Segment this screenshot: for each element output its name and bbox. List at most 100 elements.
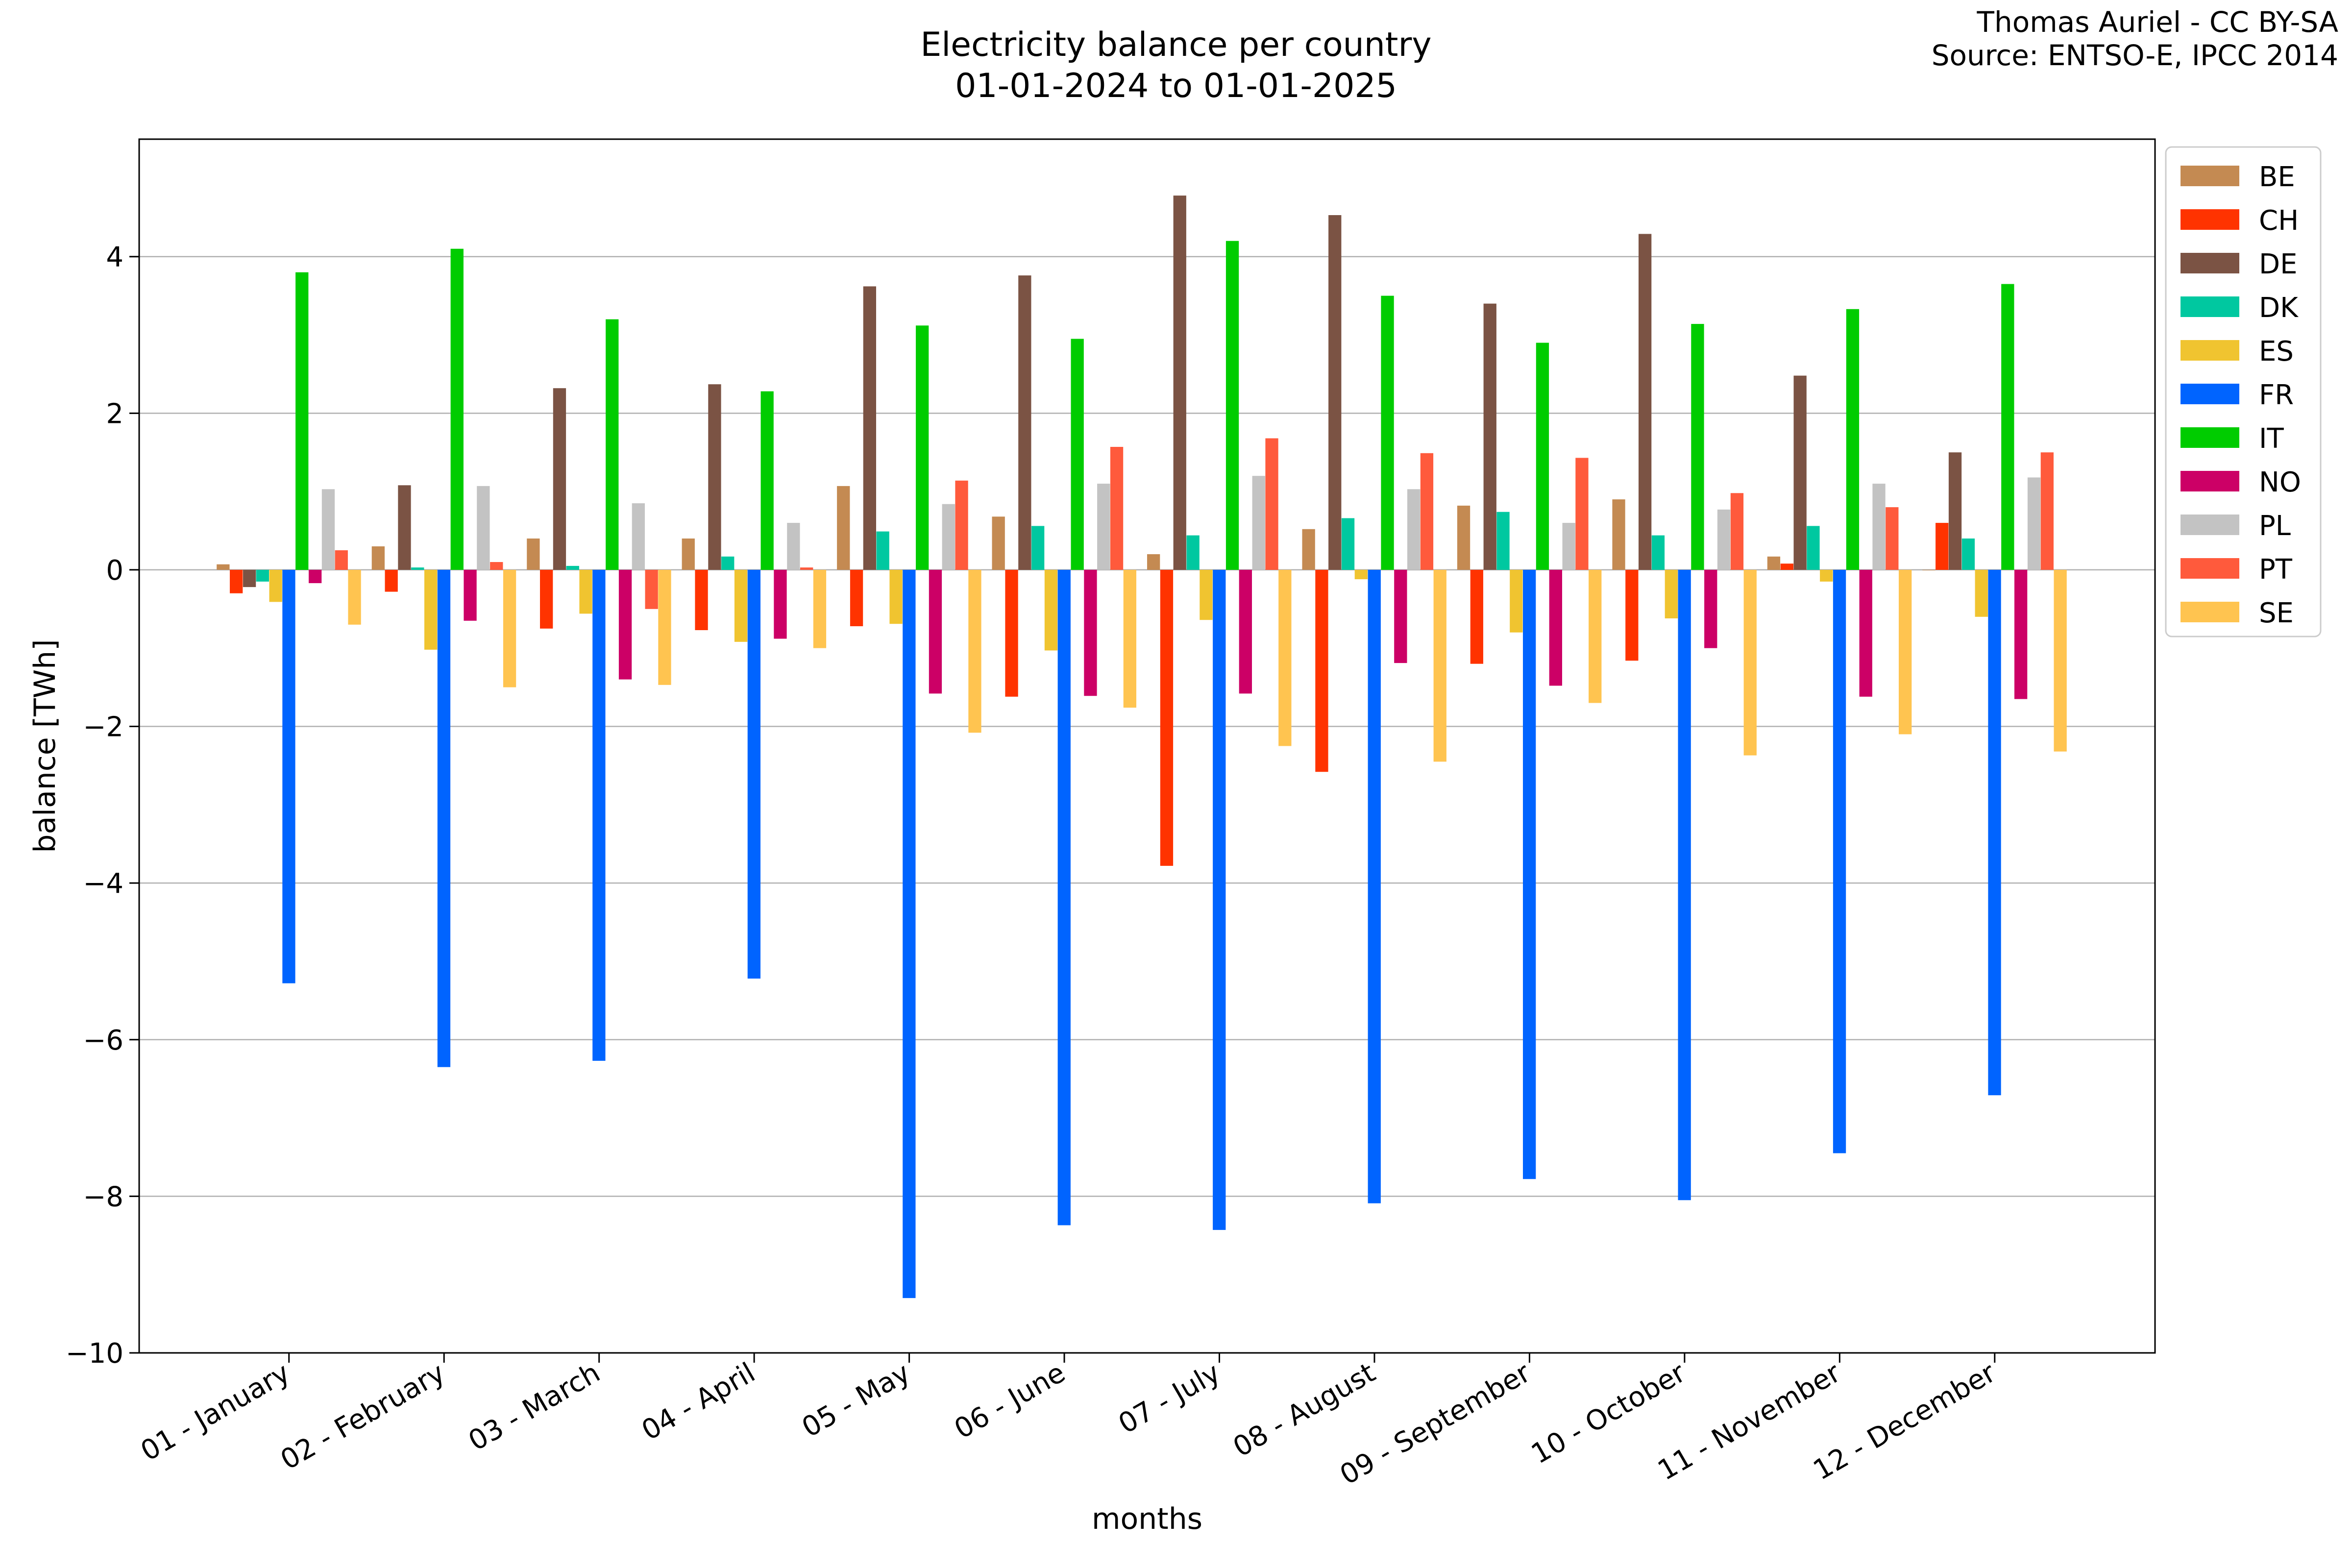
legend-label-se: SE: [2259, 597, 2294, 629]
bar-fr-5: [903, 569, 916, 1298]
bar-it-1: [295, 272, 309, 570]
bar-ch-11: [1780, 564, 1793, 570]
bar-de-7: [1173, 196, 1186, 570]
bar-fr-7: [1213, 569, 1226, 1230]
bar-no-8: [1394, 569, 1407, 663]
bar-be-11: [1767, 556, 1781, 570]
bar-pt-1: [335, 550, 348, 570]
bar-pt-12: [2040, 452, 2054, 570]
bar-se-6: [1123, 569, 1136, 708]
bar-pl-8: [1407, 489, 1421, 570]
bar-de-3: [553, 388, 566, 570]
bar-se-4: [813, 569, 827, 648]
x-tick-label: 03 - March: [463, 1357, 605, 1457]
bar-no-11: [1859, 569, 1872, 697]
bar-no-5: [929, 569, 942, 694]
bar-ch-12: [1936, 523, 1949, 570]
bar-dk-10: [1651, 535, 1665, 570]
bar-fr-4: [747, 569, 760, 979]
bar-it-12: [2001, 284, 2014, 570]
chart-title-line-1: Electricity balance per country: [920, 25, 1432, 64]
bar-no-9: [1549, 569, 1562, 686]
bar-se-11: [1899, 569, 1912, 735]
y-tick-label: 4: [106, 242, 123, 273]
bar-fr-2: [437, 569, 451, 1067]
bar-dk-3: [566, 565, 579, 570]
bar-pl-9: [1562, 523, 1575, 570]
bar-pl-1: [321, 489, 335, 570]
bar-es-2: [424, 569, 438, 650]
bar-dk-12: [1961, 539, 1975, 570]
bar-ch-4: [695, 569, 708, 630]
bar-ch-8: [1315, 569, 1328, 772]
bar-es-4: [734, 569, 748, 642]
legend-swatch-pt: [2180, 558, 2239, 579]
bar-se-2: [503, 569, 516, 687]
bar-fr-11: [1833, 569, 1846, 1153]
y-axis: 4 2 0 −2 −4 −6 −8 −10: [66, 242, 139, 1370]
x-tick-label: 04 - April: [637, 1357, 760, 1447]
bar-it-5: [916, 325, 929, 570]
bar-be-3: [527, 539, 540, 570]
legend-swatch-ch: [2180, 209, 2239, 230]
x-tick-label: 01 - January: [135, 1357, 295, 1468]
bar-pl-12: [2027, 477, 2041, 570]
bar-fr-1: [282, 569, 295, 983]
bar-fr-10: [1678, 569, 1691, 1200]
bar-dk-1: [256, 569, 269, 582]
bar-pt-6: [1110, 447, 1124, 570]
bar-pl-7: [1252, 476, 1265, 570]
y-tick-label: −8: [83, 1181, 123, 1213]
bar-it-3: [606, 319, 619, 570]
legend-swatch-se: [2180, 602, 2239, 622]
bar-no-7: [1239, 569, 1252, 694]
legend-swatch-it: [2180, 427, 2239, 448]
credit-source: Source: ENTSO-E, IPCC 2014: [1931, 39, 2338, 72]
bar-es-6: [1044, 569, 1058, 651]
legend-swatch-dk: [2180, 296, 2239, 317]
bar-pt-9: [1575, 458, 1589, 570]
x-tick-label: 06 - June: [949, 1357, 1071, 1446]
bar-es-9: [1510, 569, 1523, 633]
bar-dk-5: [876, 531, 889, 570]
bar-ch-7: [1160, 569, 1174, 866]
x-tick-label: 05 - May: [797, 1357, 916, 1444]
bar-be-8: [1302, 529, 1315, 570]
bar-no-12: [2014, 569, 2028, 699]
bar-dk-7: [1186, 535, 1200, 570]
bar-ch-2: [385, 569, 398, 592]
chart-title-line-2: 01-01-2024 to 01-01-2025: [955, 67, 1397, 105]
bar-it-6: [1071, 339, 1084, 570]
bar-pl-2: [477, 486, 490, 570]
bar-es-11: [1820, 569, 1833, 582]
legend-label-pt: PT: [2259, 554, 2293, 586]
bar-be-5: [837, 486, 850, 570]
x-tick-label: 02 - February: [275, 1357, 450, 1476]
bar-de-6: [1018, 275, 1031, 570]
bar-se-5: [968, 569, 981, 733]
legend-label-be: BE: [2259, 161, 2295, 193]
bar-it-4: [760, 391, 774, 570]
legend-swatch-de: [2180, 253, 2239, 273]
bar-pt-5: [955, 480, 968, 570]
legend-swatch-es: [2180, 340, 2239, 361]
bar-it-7: [1225, 241, 1239, 570]
bar-fr-6: [1057, 569, 1071, 1225]
bar-dk-9: [1496, 512, 1510, 570]
legend-swatch-pl: [2180, 514, 2239, 535]
x-axis-title: months: [1092, 1502, 1202, 1536]
bar-se-10: [1743, 569, 1757, 756]
x-tick-label: 08 - August: [1228, 1357, 1381, 1464]
bar-de-5: [863, 286, 876, 570]
bar-se-1: [348, 569, 361, 625]
grid-lines: [139, 256, 2155, 1354]
y-tick-label: −4: [83, 868, 123, 900]
bar-es-10: [1665, 569, 1678, 618]
bar-ch-5: [850, 569, 863, 626]
bar-dk-8: [1341, 518, 1355, 570]
bar-be-7: [1147, 554, 1160, 570]
bar-pl-11: [1872, 484, 1886, 570]
legend-label-ch: CH: [2259, 205, 2299, 237]
